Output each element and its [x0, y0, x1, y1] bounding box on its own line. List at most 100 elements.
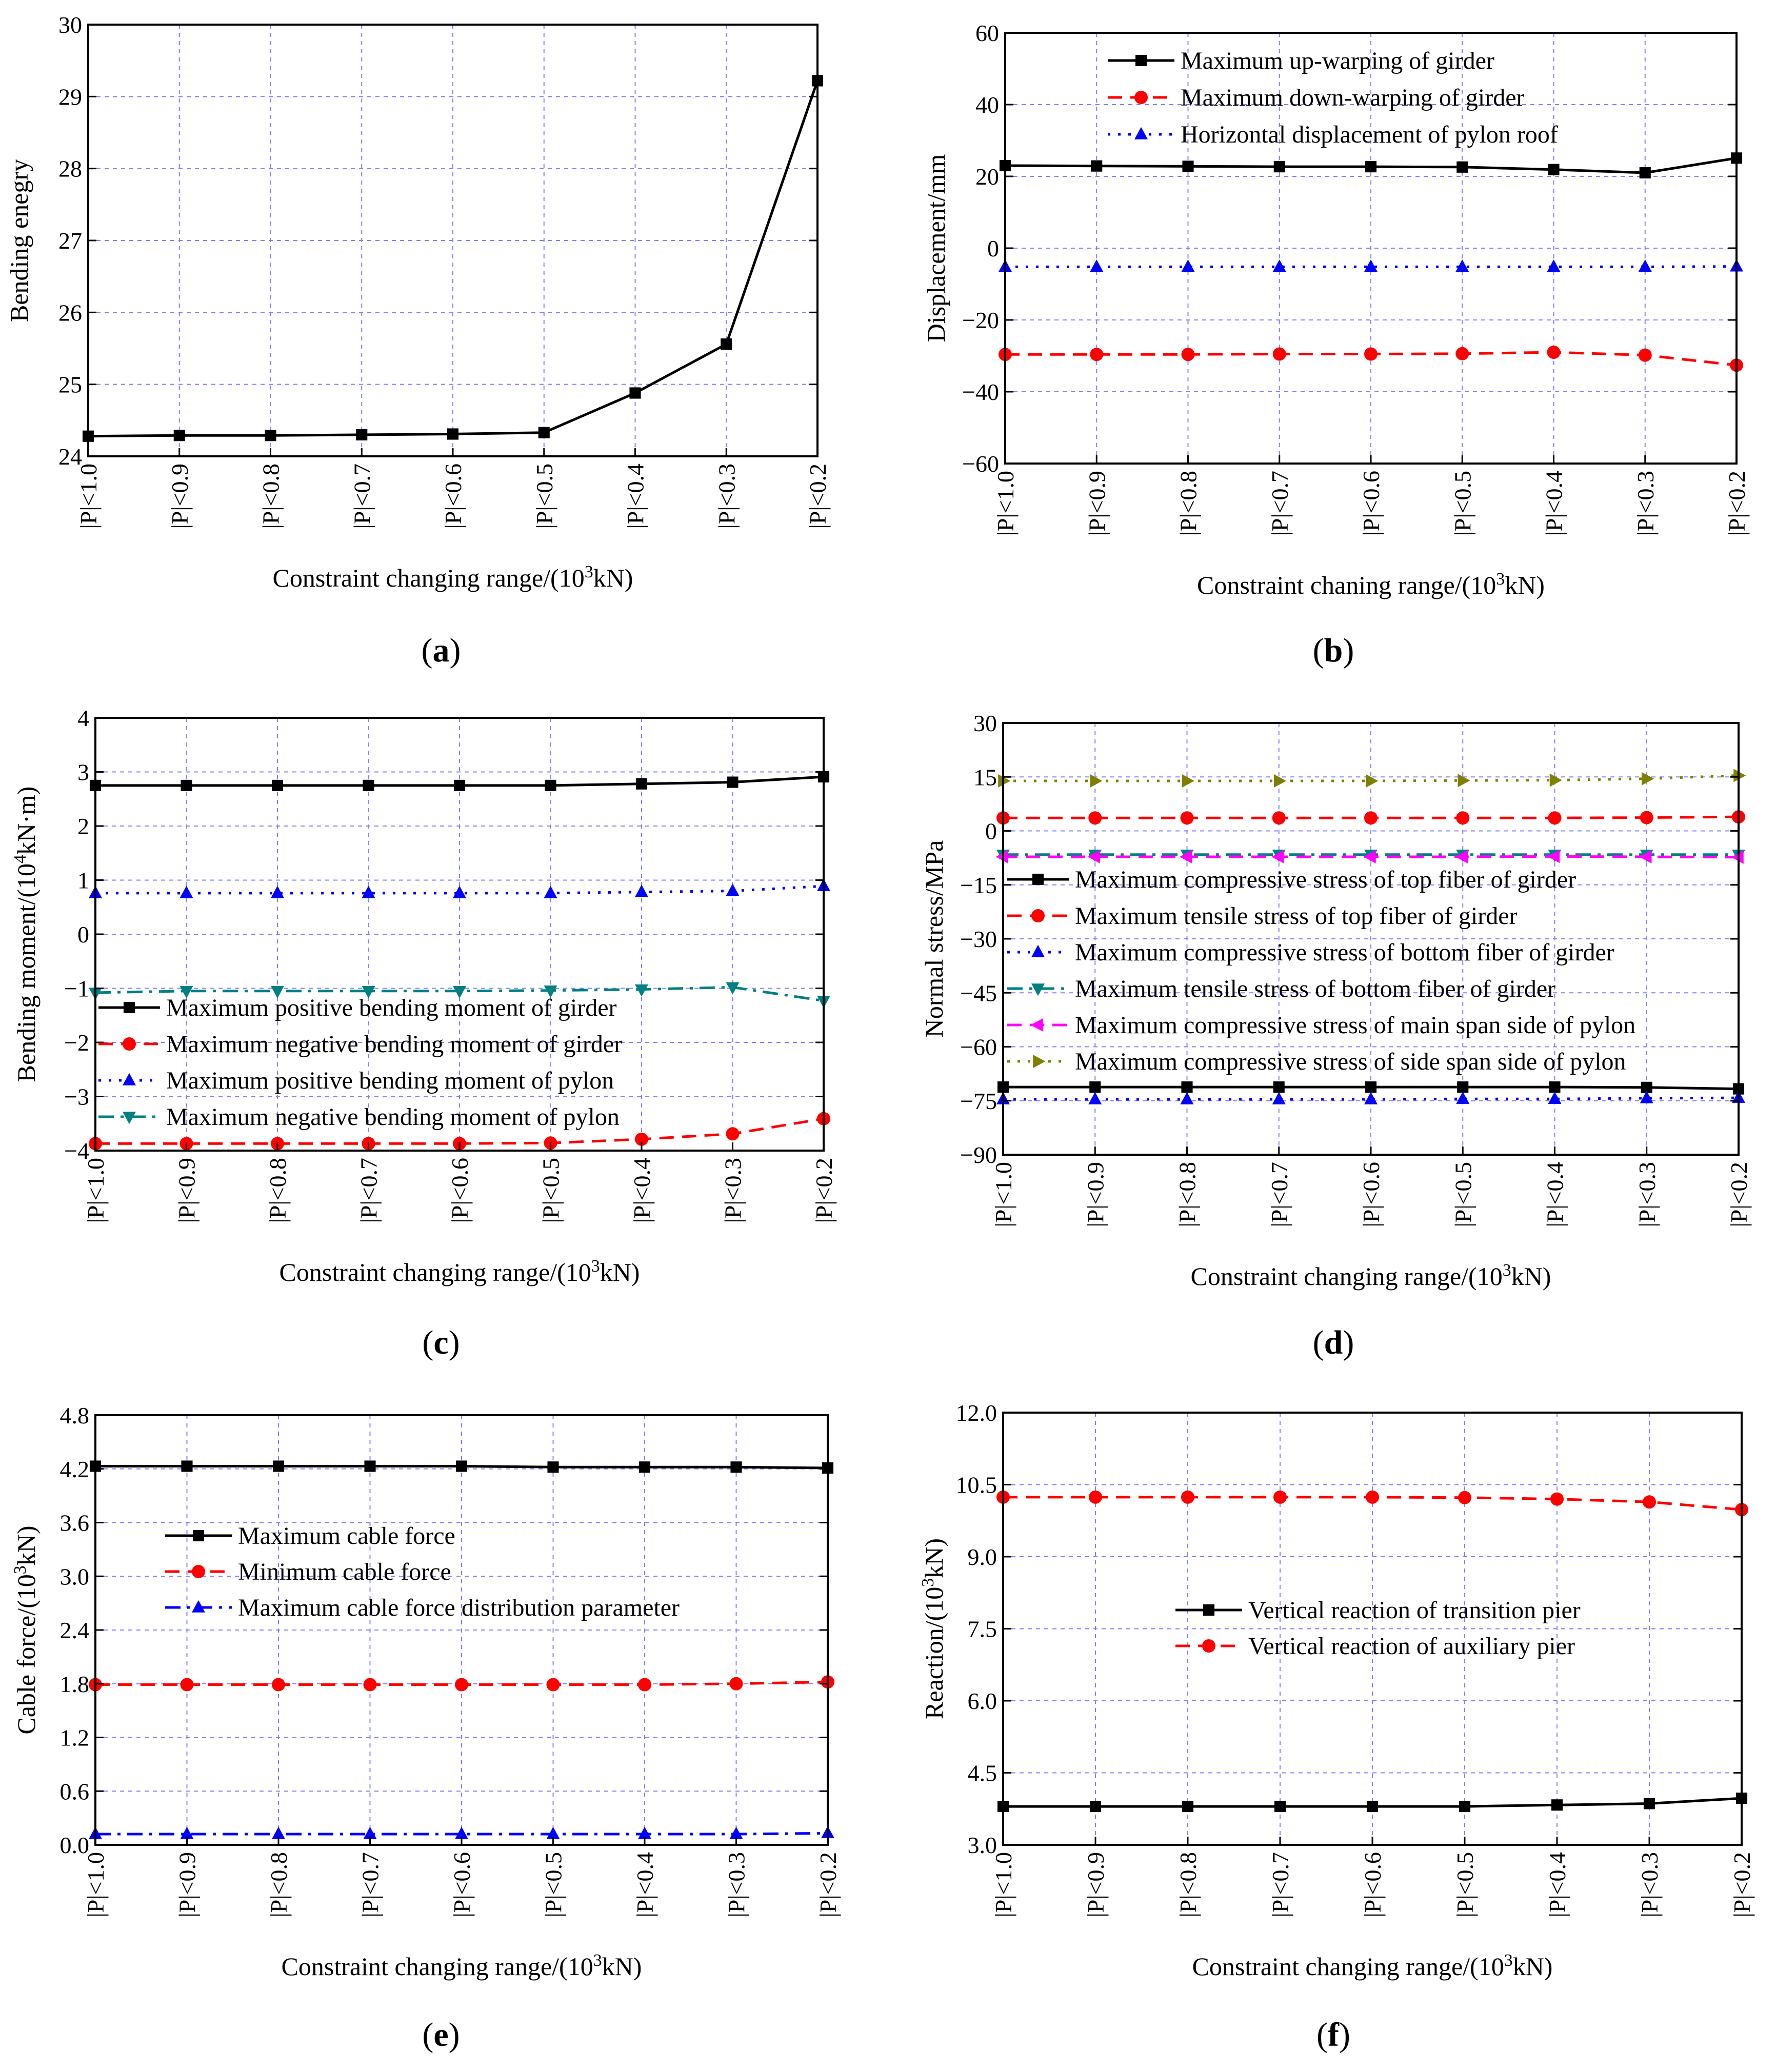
data-point [1547, 259, 1561, 272]
data-point [271, 779, 284, 791]
data-point [1180, 1092, 1194, 1104]
panel-label: (b) [1313, 632, 1354, 669]
x-tick-label: |P|<0.7 [1267, 471, 1293, 536]
data-point [1182, 160, 1194, 172]
data-point [1364, 259, 1378, 272]
chart-panel-c: −4 −3 −2 −1 0 1 2 3 4 |P|<1.0 |P|<0.9 |P|<0.8 |P|<0.… [11, 705, 837, 1361]
y-tick-label: −90 [960, 1142, 997, 1168]
y-tick-label: 4.2 [60, 1456, 90, 1482]
data-point [1272, 347, 1286, 361]
y-tick-label: 1.8 [60, 1671, 90, 1697]
legend-label: Vertical reaction of transition pier [1248, 1597, 1581, 1624]
data-point [1366, 1490, 1379, 1504]
y-tick-label: 12.0 [956, 1400, 997, 1426]
y-tick-label: 0.6 [60, 1778, 90, 1804]
x-tick-label: |P|<0.4 [1541, 471, 1567, 536]
x-tick-label: |P|<0.2 [811, 1158, 837, 1223]
x-tick-label: |P|<0.3 [720, 1158, 746, 1223]
x-tick-label: |P|<0.3 [1632, 471, 1659, 536]
x-axis-label: Constraint changing range/(103​kN) [282, 1951, 642, 1981]
data-point [1272, 259, 1286, 272]
legend-marker [1031, 909, 1045, 922]
data-point [726, 1127, 740, 1141]
legend-label: Vertical reaction of auxiliary pier [1248, 1633, 1575, 1660]
legend-label: Maximum down-warping of girder [1181, 84, 1525, 111]
y-tick-label: 40 [975, 92, 999, 118]
data-point [173, 430, 185, 441]
y-tick-label: 28 [58, 156, 82, 182]
data-point [1273, 1490, 1287, 1504]
x-tick-label: |P|<0.9 [1084, 471, 1110, 536]
data-point [638, 1461, 651, 1473]
data-point [453, 986, 466, 999]
series-1 [89, 1460, 834, 1474]
x-tick-label: |P|<0.8 [1174, 1162, 1201, 1227]
data-point [726, 883, 740, 896]
y-tick-label: 3 [77, 759, 89, 786]
data-point [1087, 850, 1100, 864]
y-tick-label: 3.6 [60, 1510, 90, 1536]
x-tick-label: |P|<0.6 [1358, 471, 1384, 536]
series-5 [995, 850, 1744, 864]
data-point [1456, 161, 1468, 173]
data-point [1273, 1081, 1285, 1093]
y-tick-label: 3.0 [60, 1563, 90, 1590]
y-tick-label: 29 [58, 84, 82, 110]
chart-panel-a: 24 25 26 27 28 29 30 |P|<1.0 |P|<0.9 |P|<0.8 |P|<0… [5, 12, 831, 669]
series-1 [82, 75, 824, 442]
data-point [265, 430, 276, 441]
x-tick-label: |P|<0.7 [356, 1158, 382, 1223]
legend-label: Maximum compressive stress of side span … [1075, 1048, 1626, 1075]
legend-marker [1134, 91, 1148, 104]
legend-label: Maximum negative bending moment of pylon [166, 1103, 620, 1131]
series-6 [998, 769, 1746, 788]
data-point [364, 1460, 376, 1472]
y-axis-label: Reaction/(103​kN) [919, 1538, 948, 1719]
x-axis-label: Constraint changing range/(103​kN) [280, 1257, 640, 1286]
data-point [181, 1460, 193, 1472]
data-point [1643, 1798, 1655, 1809]
data-point [1458, 774, 1470, 788]
y-axis-label: Displacement/mm [922, 154, 950, 343]
data-point [635, 984, 648, 997]
data-point [1639, 167, 1651, 179]
data-point [638, 1678, 651, 1692]
panel-label: (e) [422, 2016, 460, 2054]
x-tick-label: |P|<1.0 [990, 1162, 1016, 1227]
data-point [1456, 811, 1470, 825]
x-axis-label: Constraint changing range/(103​kN) [1192, 1951, 1553, 1981]
data-point [1364, 347, 1378, 361]
data-point [180, 1678, 194, 1692]
data-point [1457, 1081, 1469, 1093]
x-tick-label: |P|<0.3 [713, 464, 740, 529]
panel-label: (d) [1313, 1324, 1354, 1361]
data-point [726, 982, 740, 995]
x-tick-label: |P|<0.2 [805, 464, 831, 529]
y-tick-label: −15 [960, 872, 997, 898]
y-tick-label: 2 [77, 813, 89, 839]
y-tick-label: −1 [64, 976, 89, 1002]
y-axis-label: Bending moment/(104​kN·m) [11, 787, 41, 1082]
data-point [1458, 1491, 1471, 1504]
x-tick-label: |P|<0.6 [440, 464, 466, 529]
x-tick-label: |P|<0.8 [1175, 471, 1202, 536]
x-tick-label: |P|<0.5 [541, 1852, 567, 1917]
y-axis-label: Cable force/(103​kN) [11, 1525, 41, 1734]
y-axis-label: Bending enegry [5, 159, 33, 322]
data-point [1638, 348, 1652, 362]
series-2 [999, 346, 1743, 372]
x-tick-label: |P|<0.5 [538, 1158, 564, 1223]
y-tick-label: 3.0 [968, 1832, 997, 1858]
x-tick-label: |P|<0.3 [724, 1852, 750, 1917]
y-tick-label: 0 [985, 818, 997, 844]
x-tick-label: |P|<1.0 [83, 1158, 109, 1223]
data-point [638, 1826, 651, 1839]
x-tick-label: |P|<1.0 [75, 464, 102, 529]
x-tick-label: |P|<0.9 [174, 1852, 201, 1917]
x-tick-label: |P|<0.5 [1452, 1852, 1478, 1917]
series-line [95, 884, 824, 895]
legend: Maximum up-warping of girder Maximum down… [1108, 47, 1558, 148]
x-tick-label: |P|<0.2 [815, 1852, 841, 1917]
data-point [1089, 1081, 1101, 1093]
